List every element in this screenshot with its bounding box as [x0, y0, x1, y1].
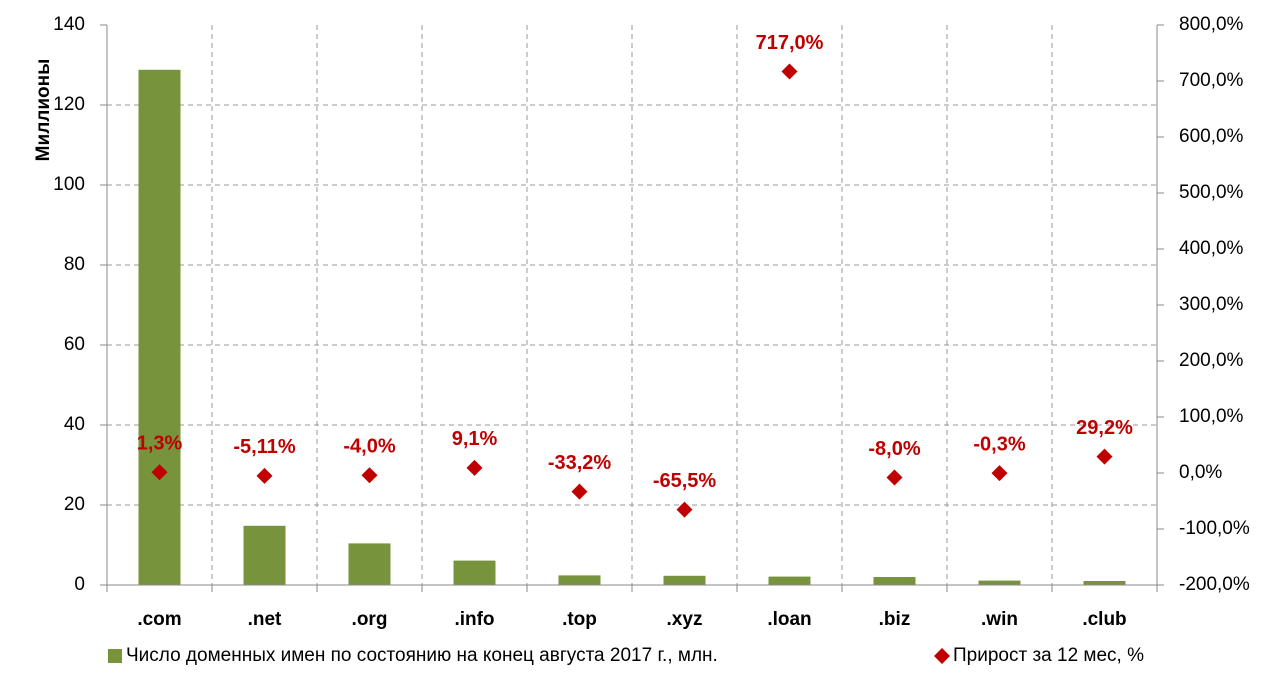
y2-tick-label: 500,0%	[1179, 182, 1244, 203]
y2-tick-label: 200,0%	[1179, 350, 1244, 371]
marker	[886, 469, 903, 486]
marker	[361, 467, 378, 484]
y-tick-label: 100	[53, 174, 85, 195]
bar	[768, 576, 811, 585]
x-tick-label: .net	[248, 609, 282, 630]
bar	[348, 543, 391, 585]
y-tick-label: 80	[64, 254, 85, 275]
marker	[676, 501, 693, 518]
y2-tick-label: 0,0%	[1179, 462, 1222, 483]
y-tick-label: 0	[74, 574, 85, 595]
x-tick-label: .win	[981, 609, 1018, 630]
y-tick-label: 140	[53, 14, 85, 35]
x-tick-label: .info	[454, 609, 494, 630]
x-tick-label: .top	[562, 609, 597, 630]
data-label: -8,0%	[868, 438, 920, 460]
legend-swatch	[108, 649, 122, 663]
legend-label: Число доменных имен по состоянию на коне…	[126, 645, 718, 666]
data-label: -0,3%	[973, 433, 1025, 455]
legend-label: Прирост за 12 мес, %	[953, 645, 1144, 666]
data-label: 717,0%	[756, 32, 824, 54]
x-tick-label: .org	[352, 609, 388, 630]
y-tick-label: 40	[64, 414, 85, 435]
bar	[243, 525, 286, 585]
data-label: 1,3%	[137, 433, 183, 455]
data-label: -33,2%	[548, 452, 612, 474]
y2-tick-label: 600,0%	[1179, 126, 1244, 147]
marker	[151, 464, 168, 481]
marker	[466, 459, 483, 476]
y2-tick-label: 100,0%	[1179, 406, 1244, 427]
marker	[991, 465, 1008, 482]
data-label: -5,11%	[233, 436, 295, 458]
marker	[256, 467, 273, 484]
x-tick-label: .com	[137, 609, 181, 630]
x-tick-label: .xyz	[667, 609, 703, 630]
bar	[873, 577, 916, 585]
y2-tick-label: 800,0%	[1179, 14, 1244, 35]
legend-swatch	[934, 648, 950, 664]
bar	[1083, 581, 1126, 585]
bar	[978, 580, 1021, 585]
y-tick-label: 120	[53, 94, 85, 115]
y2-tick-label: 300,0%	[1179, 294, 1244, 315]
data-label: -65,5%	[653, 470, 717, 492]
y2-tick-label: -100,0%	[1179, 518, 1250, 539]
y-tick-label: 60	[64, 334, 85, 355]
y2-tick-label: 700,0%	[1179, 70, 1244, 91]
bar	[453, 560, 496, 585]
bar	[138, 69, 181, 586]
data-label: -4,0%	[343, 436, 395, 458]
x-tick-label: .club	[1082, 609, 1126, 630]
marker	[1096, 448, 1113, 465]
x-tick-label: .biz	[879, 609, 911, 630]
y-tick-label: 20	[64, 494, 85, 515]
x-tick-label: .loan	[767, 609, 811, 630]
bar	[663, 575, 706, 585]
data-label: 9,1%	[452, 428, 498, 450]
marker	[571, 483, 588, 500]
bar	[558, 575, 601, 585]
y-axis-label: Миллионы	[33, 59, 54, 162]
y2-tick-label: -200,0%	[1179, 574, 1250, 595]
data-label: 29,2%	[1076, 417, 1133, 439]
y2-tick-label: 400,0%	[1179, 238, 1244, 259]
marker	[781, 63, 798, 80]
